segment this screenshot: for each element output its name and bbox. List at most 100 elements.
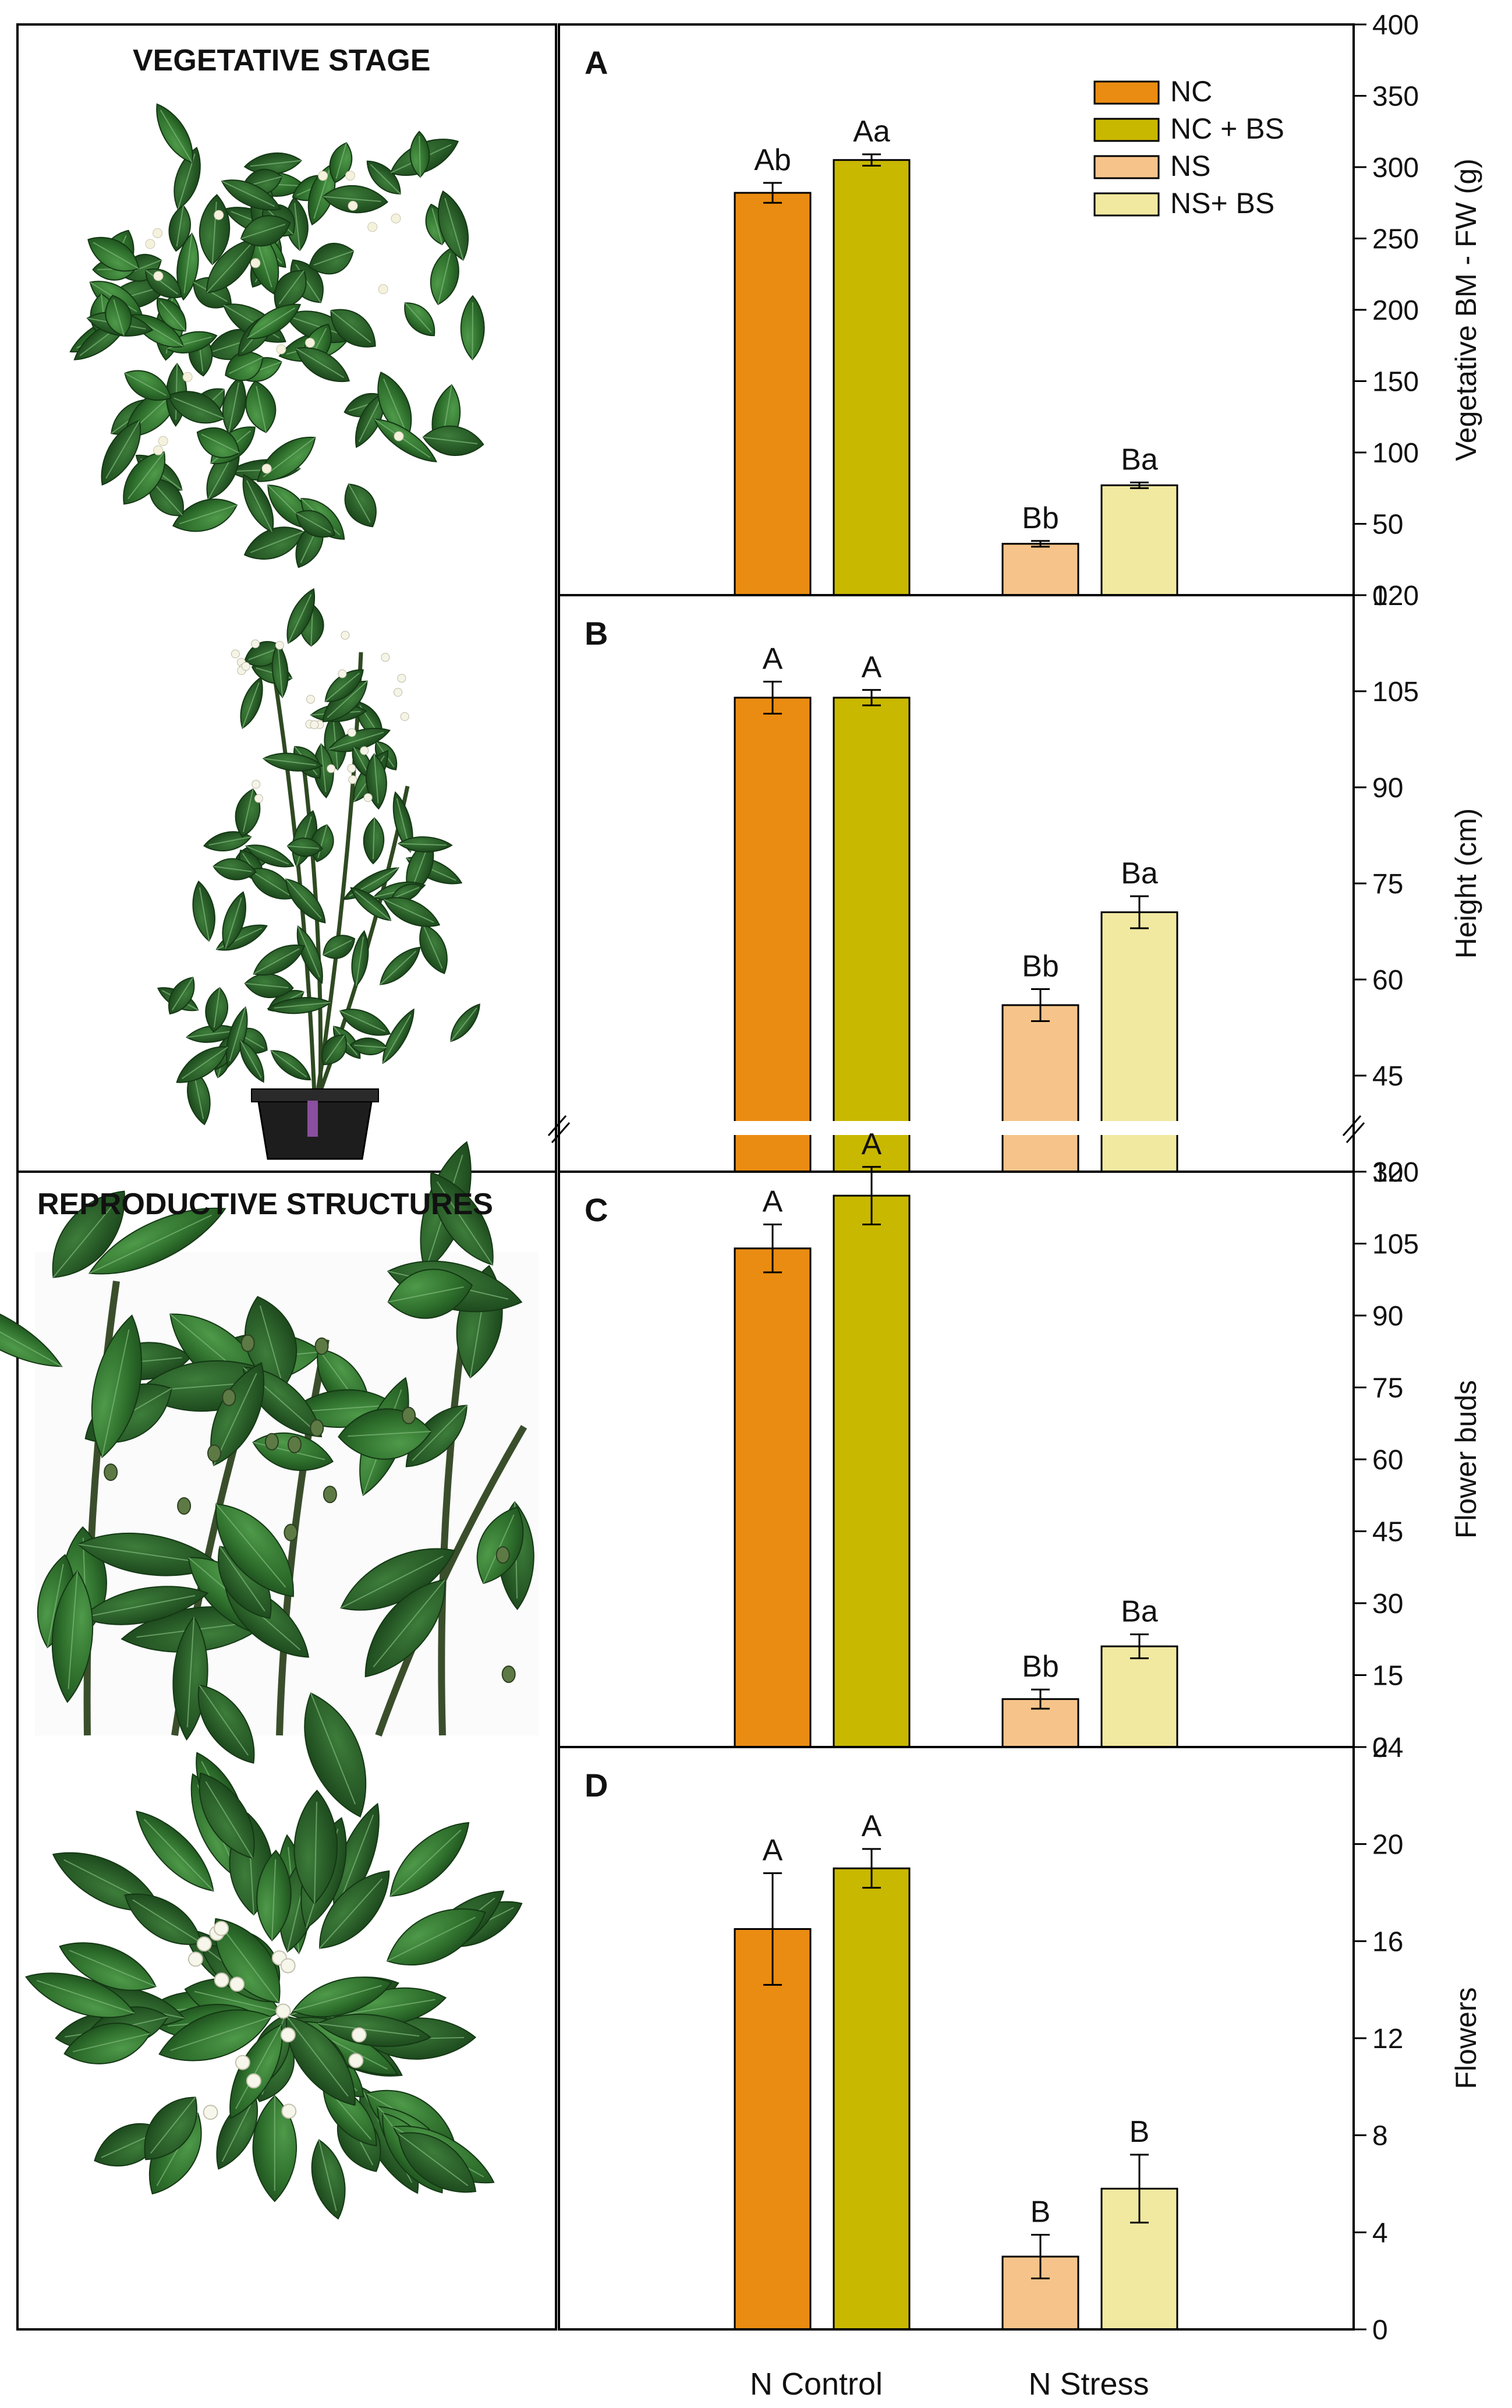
y-tick-label: 350 — [1372, 82, 1419, 112]
bar-a-ns — [1001, 543, 1079, 596]
legend-swatch — [1093, 80, 1160, 105]
error-bar — [862, 1848, 881, 1889]
error-bar — [1130, 2154, 1149, 2224]
bar-c-nc — [734, 1247, 812, 1748]
chart-legend: NC NC + BS NS NS+ BS — [1093, 75, 1284, 220]
y-tick-label: 250 — [1372, 224, 1419, 255]
legend-label: NC + BS — [1170, 112, 1284, 145]
photo-frame-reproductive — [16, 1171, 557, 2331]
plant-photos — [0, 103, 539, 2220]
y-tick-label: 75 — [1372, 869, 1403, 900]
axis-break-marks — [547, 1115, 1365, 1143]
panel-d: A A B B D 0 4 8 12 16 20 24 Flowers — [558, 1732, 1482, 2346]
error-bar — [763, 681, 782, 715]
panel-letter: C — [585, 1191, 608, 1228]
bar-c-ns-bs — [1100, 1645, 1178, 1748]
y-tick-label: 0 — [1372, 2315, 1388, 2346]
y-tick-label: 0 — [1372, 1732, 1388, 1763]
y-tick-label: 15 — [1372, 1661, 1403, 1692]
y-axis-label: Vegetative BM - FW (g) — [1450, 158, 1482, 461]
y-tick-label: 45 — [1372, 1517, 1403, 1548]
bar-d-nc — [734, 1928, 812, 2331]
significance-letter: Ba — [1121, 443, 1158, 476]
y-tick-label: 60 — [1372, 1445, 1403, 1476]
y-tick-label: 300 — [1372, 153, 1419, 183]
panel-letter: B — [585, 615, 608, 652]
bar-a-ns-bs — [1100, 484, 1178, 596]
bar-chart-panels: AbAaBbBaA050100150200250300350400Vegetat… — [547, 10, 1482, 2346]
x-axis-group-labels: N Control N Stress — [750, 2367, 1149, 2402]
y-axis-label: Flowers — [1450, 1987, 1482, 2089]
panel-b: A A Bb Ba B 30 45 60 75 90 105 120 Height (cm) — [547, 581, 1482, 1188]
y-tick-label: 30 — [1372, 1157, 1403, 1188]
error-bar — [862, 689, 881, 706]
significance-letter: Bb — [1022, 1650, 1059, 1684]
significance-letter: Aa — [853, 115, 890, 148]
error-bar — [862, 1166, 881, 1226]
reproductive-structures-title: REPRODUCTIVE STRUCTURES — [37, 1187, 493, 1221]
vegetative-plant-potted-image — [157, 588, 480, 1160]
y-tick-label: 20 — [1372, 1830, 1403, 1861]
y-tick-label: 50 — [1372, 510, 1403, 540]
panel-frame — [558, 594, 1355, 1173]
error-bar — [1130, 895, 1149, 929]
y-tick-label: 105 — [1372, 1229, 1419, 1260]
significance-letter: A — [862, 650, 882, 684]
panel-frame — [558, 1746, 1355, 2331]
error-bar — [763, 182, 782, 204]
x-group-label: N Stress — [1028, 2367, 1149, 2402]
vegetative-stage-title: VEGETATIVE STAGE — [133, 44, 431, 77]
reproductive-flowering-plant-image — [24, 1752, 523, 2220]
error-bar — [1031, 540, 1050, 548]
significance-letter: Ba — [1121, 1595, 1158, 1629]
y-tick-label: 60 — [1372, 965, 1403, 996]
error-bar — [1031, 2234, 1050, 2279]
significance-letter: A — [763, 1185, 783, 1219]
panel-c: A A Bb Ba C 0 15 30 45 60 75 90 105 120 Flower buds — [558, 1127, 1482, 1763]
y-tick-label: 120 — [1372, 1157, 1419, 1188]
legend-swatch — [1093, 155, 1160, 179]
bar-b-ns — [1001, 1004, 1079, 1173]
y-tick-label: 24 — [1372, 1732, 1403, 1763]
legend-item: NC — [1093, 75, 1212, 108]
y-tick-label: 120 — [1372, 581, 1419, 611]
error-bar — [1130, 1633, 1149, 1660]
panel-frame — [558, 23, 1355, 596]
legend-item: NS — [1093, 150, 1210, 182]
error-bar — [763, 1224, 782, 1274]
error-bar — [1031, 1688, 1050, 1710]
y-tick-label: 16 — [1372, 1926, 1403, 1957]
significance-letter: B — [1129, 2115, 1150, 2149]
error-bar — [1130, 481, 1149, 489]
y-tick-label: 90 — [1372, 1301, 1403, 1332]
bar-b-nc-bs — [833, 696, 911, 1173]
legend-label: NS — [1170, 150, 1210, 182]
bar-b-nc — [734, 696, 812, 1173]
significance-letter: Bb — [1022, 501, 1059, 535]
bar-a-nc-bs — [833, 159, 911, 596]
significance-letter: Ab — [754, 143, 791, 177]
significance-letter: A — [862, 1809, 882, 1843]
legend-label: NS+ BS — [1170, 187, 1274, 220]
significance-letter: Ba — [1121, 857, 1158, 890]
bar-d-nc-bs — [833, 1867, 911, 2331]
significance-letter: A — [862, 1127, 882, 1161]
y-tick-label: 100 — [1372, 438, 1419, 469]
error-bar — [862, 153, 881, 167]
y-tick-label: 200 — [1372, 295, 1419, 326]
panel-a: Ab Aa Bb Ba A 0 50 100 150 200 250 300 350 400 Vegetat… — [558, 10, 1482, 611]
y-tick-label: 400 — [1372, 10, 1419, 41]
y-tick-label: 150 — [1372, 367, 1419, 398]
legend-label: NC — [1170, 75, 1212, 108]
legend-item: NC + BS — [1093, 112, 1284, 145]
y-axis-label: Flower buds — [1450, 1380, 1482, 1539]
y-tick-label: 0 — [1372, 581, 1388, 611]
significance-letter: A — [763, 1834, 783, 1868]
panel-letter: D — [585, 1767, 608, 1804]
error-bar — [1031, 988, 1050, 1022]
bar-a-nc — [734, 192, 812, 596]
axis-break-band — [565, 1121, 1348, 1135]
y-tick-label: 8 — [1372, 2121, 1388, 2152]
reproductive-stems-image — [0, 1141, 539, 1818]
